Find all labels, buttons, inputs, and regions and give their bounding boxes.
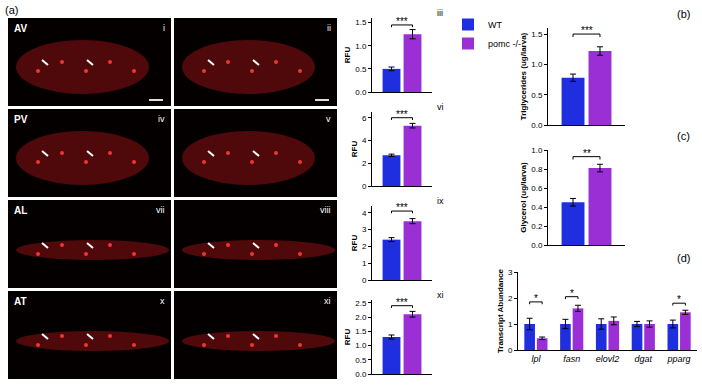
svg-text:0: 0	[508, 346, 513, 355]
svg-text:PV: PV	[14, 114, 28, 125]
svg-text:4: 4	[362, 209, 367, 218]
svg-text:3: 3	[362, 225, 367, 234]
svg-text:fasn: fasn	[563, 354, 580, 364]
svg-text:Transcript Abundance: Transcript Abundance	[496, 268, 505, 353]
svg-text:***: ***	[396, 297, 408, 308]
svg-text:3: 3	[508, 268, 513, 277]
svg-text:*: *	[677, 294, 681, 305]
svg-text:***: ***	[396, 16, 408, 27]
svg-text:RFU: RFU	[350, 141, 359, 158]
svg-text:(d): (d)	[677, 252, 690, 264]
svg-text:1.0: 1.0	[531, 60, 543, 69]
svg-text:i: i	[163, 23, 165, 33]
svg-text:2: 2	[362, 159, 367, 168]
svg-text:0.5: 0.5	[355, 65, 367, 74]
svg-text:RFU: RFU	[343, 329, 352, 346]
svg-text:0.6: 0.6	[531, 184, 543, 193]
svg-text:0.0: 0.0	[355, 88, 367, 97]
svg-text:Glycerol (ug/larva): Glycerol (ug/larva)	[519, 162, 528, 233]
svg-text:AT: AT	[14, 296, 27, 307]
svg-text:1: 1	[362, 259, 367, 268]
svg-text:2.0: 2.0	[355, 313, 367, 322]
svg-text:0: 0	[362, 182, 367, 191]
svg-text:x: x	[160, 296, 165, 306]
svg-text:*: *	[570, 288, 574, 299]
svg-text:1: 1	[508, 320, 513, 329]
svg-text:0.0: 0.0	[531, 241, 543, 250]
svg-text:vii: vii	[156, 205, 165, 215]
svg-text:pomc -/-: pomc -/-	[488, 39, 521, 49]
svg-text:0.4: 0.4	[531, 203, 543, 212]
svg-text:0: 0	[362, 276, 367, 285]
svg-text:0.0: 0.0	[531, 121, 543, 130]
svg-text:1.0: 1.0	[355, 42, 367, 51]
svg-text:dgat: dgat	[635, 354, 653, 364]
svg-text:1.5: 1.5	[355, 18, 367, 27]
svg-text:0.5: 0.5	[355, 356, 367, 365]
svg-text:viii: viii	[320, 205, 331, 215]
svg-text:pparg: pparg	[667, 354, 691, 364]
svg-text:1.5: 1.5	[355, 327, 367, 336]
svg-text:Triglycerides (ug/larva): Triglycerides (ug/larva)	[519, 32, 528, 120]
svg-text:xi: xi	[437, 290, 444, 300]
svg-text:RFU: RFU	[343, 47, 352, 64]
svg-text:1.0: 1.0	[531, 146, 543, 155]
svg-text:RFU: RFU	[350, 235, 359, 252]
svg-text:6: 6	[362, 113, 367, 122]
svg-text:(b): (b)	[677, 8, 690, 20]
svg-text:(a): (a)	[5, 4, 18, 16]
svg-text:AV: AV	[14, 23, 27, 34]
svg-text:ii: ii	[327, 23, 331, 33]
svg-text:iii: iii	[437, 8, 443, 18]
svg-text:2: 2	[362, 242, 367, 251]
svg-text:2.5: 2.5	[355, 299, 367, 308]
svg-text:WT: WT	[488, 20, 502, 30]
svg-text:0.2: 0.2	[531, 222, 543, 231]
svg-text:***: ***	[396, 109, 408, 120]
svg-text:AL: AL	[14, 205, 27, 216]
svg-text:2: 2	[508, 294, 513, 303]
svg-text:1.0: 1.0	[355, 341, 367, 350]
svg-text:iv: iv	[158, 114, 165, 124]
svg-text:0.0: 0.0	[355, 370, 367, 379]
svg-text:vi: vi	[437, 102, 444, 112]
svg-text:ix: ix	[437, 196, 444, 206]
svg-text:4: 4	[362, 136, 367, 145]
svg-text:***: ***	[581, 25, 593, 36]
svg-text:***: ***	[396, 202, 408, 213]
svg-text:1.5: 1.5	[531, 30, 543, 39]
svg-text:*: *	[534, 293, 538, 304]
svg-text:0.5: 0.5	[531, 90, 543, 99]
svg-text:(c): (c)	[677, 130, 690, 142]
svg-text:elovl2: elovl2	[596, 354, 620, 364]
svg-text:lpl: lpl	[531, 354, 541, 364]
svg-text:**: **	[583, 148, 591, 159]
svg-text:0.8: 0.8	[531, 165, 543, 174]
svg-text:xi: xi	[324, 296, 331, 306]
svg-text:v: v	[326, 114, 331, 124]
